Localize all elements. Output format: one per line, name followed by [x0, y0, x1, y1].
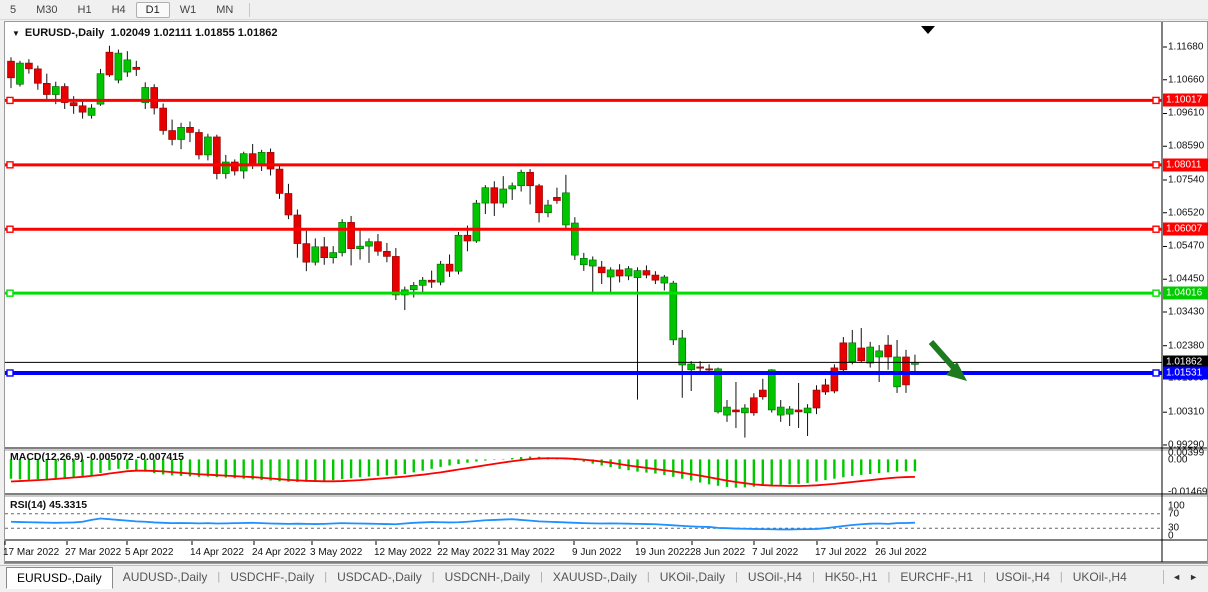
- price-level-badge: 1.04016: [1163, 286, 1208, 300]
- tab-separator: |: [646, 571, 650, 583]
- tab-separator: |: [983, 571, 986, 583]
- date-axis-label: 17 Mar 2022: [3, 547, 60, 558]
- price-axis-label: 1.02380: [1168, 340, 1205, 352]
- rsi-axis-label: 30: [1168, 522, 1180, 534]
- date-axis-label: 24 Apr 2022: [252, 547, 306, 558]
- price-axis-label: 1.06520: [1168, 207, 1205, 219]
- tab-separator: [1163, 570, 1165, 584]
- date-axis-label: 9 Jun 2022: [572, 547, 622, 558]
- price-axis-label: 1.09610: [1168, 107, 1205, 119]
- tab-separator: |: [431, 571, 435, 583]
- rsi-axis-label: 0: [1168, 530, 1174, 542]
- symbol-tab-eurusddaily[interactable]: EURUSD-,Daily: [6, 567, 113, 589]
- ohlc-values: 1.02049 1.02111 1.01855 1.01862: [110, 27, 278, 39]
- date-axis-label: 12 May 2022: [374, 547, 432, 558]
- price-axis-label: 0.99290: [1168, 439, 1205, 451]
- macd-axis-label: 0.00: [1168, 454, 1188, 466]
- rsi-axis-label: 100: [1168, 500, 1185, 512]
- symbol-tab-xauusddaily[interactable]: XAUUSD-,Daily: [552, 570, 637, 584]
- rsi-label: RSI(14) 45.3315: [10, 499, 88, 511]
- timeframe-button-5[interactable]: 5: [10, 3, 17, 16]
- symbol-tab-eurchfh1[interactable]: EURCHF-,H1: [900, 570, 974, 584]
- toolbar-separator: [249, 2, 251, 17]
- tab-scroll-controls: ◄ ►: [1153, 567, 1208, 587]
- symbol-tab-usoilh4[interactable]: USOil-,H4: [747, 570, 802, 584]
- date-axis-label: 28 Jun 2022: [690, 547, 746, 558]
- tab-separator: |: [887, 571, 891, 583]
- timeframe-button-mn[interactable]: MN: [216, 3, 234, 16]
- symbol-tab-usdcnhdaily[interactable]: USDCNH-,Daily: [444, 570, 530, 584]
- price-axis-label: 1.11680: [1168, 41, 1204, 53]
- timeframe-button-h4[interactable]: H4: [111, 3, 126, 16]
- tab-separator: |: [735, 571, 738, 583]
- rsi-axis-label: 70: [1168, 508, 1180, 520]
- tab-scroll-right-icon[interactable]: ►: [1189, 572, 1198, 582]
- tab-separator: |: [1059, 571, 1063, 583]
- price-axis-label: 1.07540: [1168, 174, 1205, 186]
- price-level-badge: 1.06007: [1163, 222, 1208, 236]
- symbol-dropdown-icon[interactable]: ▼: [12, 29, 20, 38]
- date-axis-label: 7 Jul 2022: [752, 547, 799, 558]
- timeframe-button-m30[interactable]: M30: [36, 3, 58, 16]
- date-axis-label: 22 May 2022: [437, 547, 495, 558]
- price-level-badge: 1.10017: [1163, 93, 1208, 107]
- tab-separator: |: [811, 571, 815, 583]
- date-axis-label: 31 May 2022: [497, 547, 555, 558]
- date-axis-label: 3 May 2022: [310, 547, 363, 558]
- timeframe-button-h1[interactable]: H1: [77, 3, 92, 16]
- symbol-tab-ukoildaily[interactable]: UKOil-,Daily: [659, 570, 726, 584]
- symbol-tabbar: EURUSD-,Daily AUDUSD-,Daily | USDCHF-,Daily…: [0, 565, 1208, 592]
- timeframe-button-w1[interactable]: W1: [179, 3, 197, 16]
- price-level-badge: 1.01531: [1163, 366, 1208, 380]
- date-axis-label: 19 Jun 2022: [635, 547, 691, 558]
- chart-title: ▼ EURUSD-,Daily 1.02049 1.02111 1.01855 1…: [12, 27, 278, 39]
- symbol-tab-hk50h1[interactable]: HK50-,H1: [824, 570, 878, 584]
- symbol-tab-audusddaily[interactable]: AUDUSD-,Daily: [122, 570, 208, 584]
- date-axis-label: 17 Jul 2022: [815, 547, 867, 558]
- macd-axis-label: -0.01469: [1168, 486, 1208, 498]
- price-axis-label: 1.00310: [1168, 406, 1205, 418]
- tab-separator: |: [217, 571, 221, 583]
- tab-scroll-left-icon[interactable]: ◄: [1172, 572, 1182, 582]
- tab-separator: |: [539, 571, 543, 583]
- date-axis-label: 5 Apr 2022: [125, 547, 174, 558]
- price-level-badge: 1.01862: [1163, 355, 1208, 369]
- timeframe-button-d1[interactable]: D1: [135, 1, 170, 18]
- symbol-name: EURUSD-,Daily: [24, 27, 105, 39]
- symbol-tab-usdcaddaily[interactable]: USDCAD-,Daily: [337, 570, 422, 584]
- price-axis-label: 1.08590: [1168, 140, 1205, 152]
- timeframe-toolbar: 5 M30 H1 H4 D1 W1 MN: [0, 0, 1208, 20]
- symbol-tab-usoilh4[interactable]: USOil-,H4: [995, 570, 1050, 584]
- price-level-badge: 1.08011: [1163, 158, 1208, 172]
- price-axis-label: 1.10660: [1168, 74, 1205, 86]
- symbol-tab-ukoilh4[interactable]: UKOil-,H4: [1072, 570, 1127, 584]
- price-axis-label: 1.04450: [1168, 273, 1205, 285]
- date-axis-label: 26 Jul 2022: [875, 547, 927, 558]
- price-axis-label: 1.03430: [1168, 306, 1205, 318]
- macd-label: MACD(12,26,9) -0.005072 -0.007415: [10, 451, 184, 463]
- price-axis-label: 1.05470: [1168, 240, 1205, 252]
- chart-window[interactable]: [4, 21, 1208, 564]
- date-axis-label: 14 Apr 2022: [190, 547, 244, 558]
- date-axis-label: 27 Mar 2022: [65, 547, 122, 558]
- symbol-tab-usdchfdaily[interactable]: USDCHF-,Daily: [230, 570, 315, 584]
- tab-separator: |: [324, 571, 328, 583]
- macd-axis-label: 0.00399: [1168, 447, 1205, 459]
